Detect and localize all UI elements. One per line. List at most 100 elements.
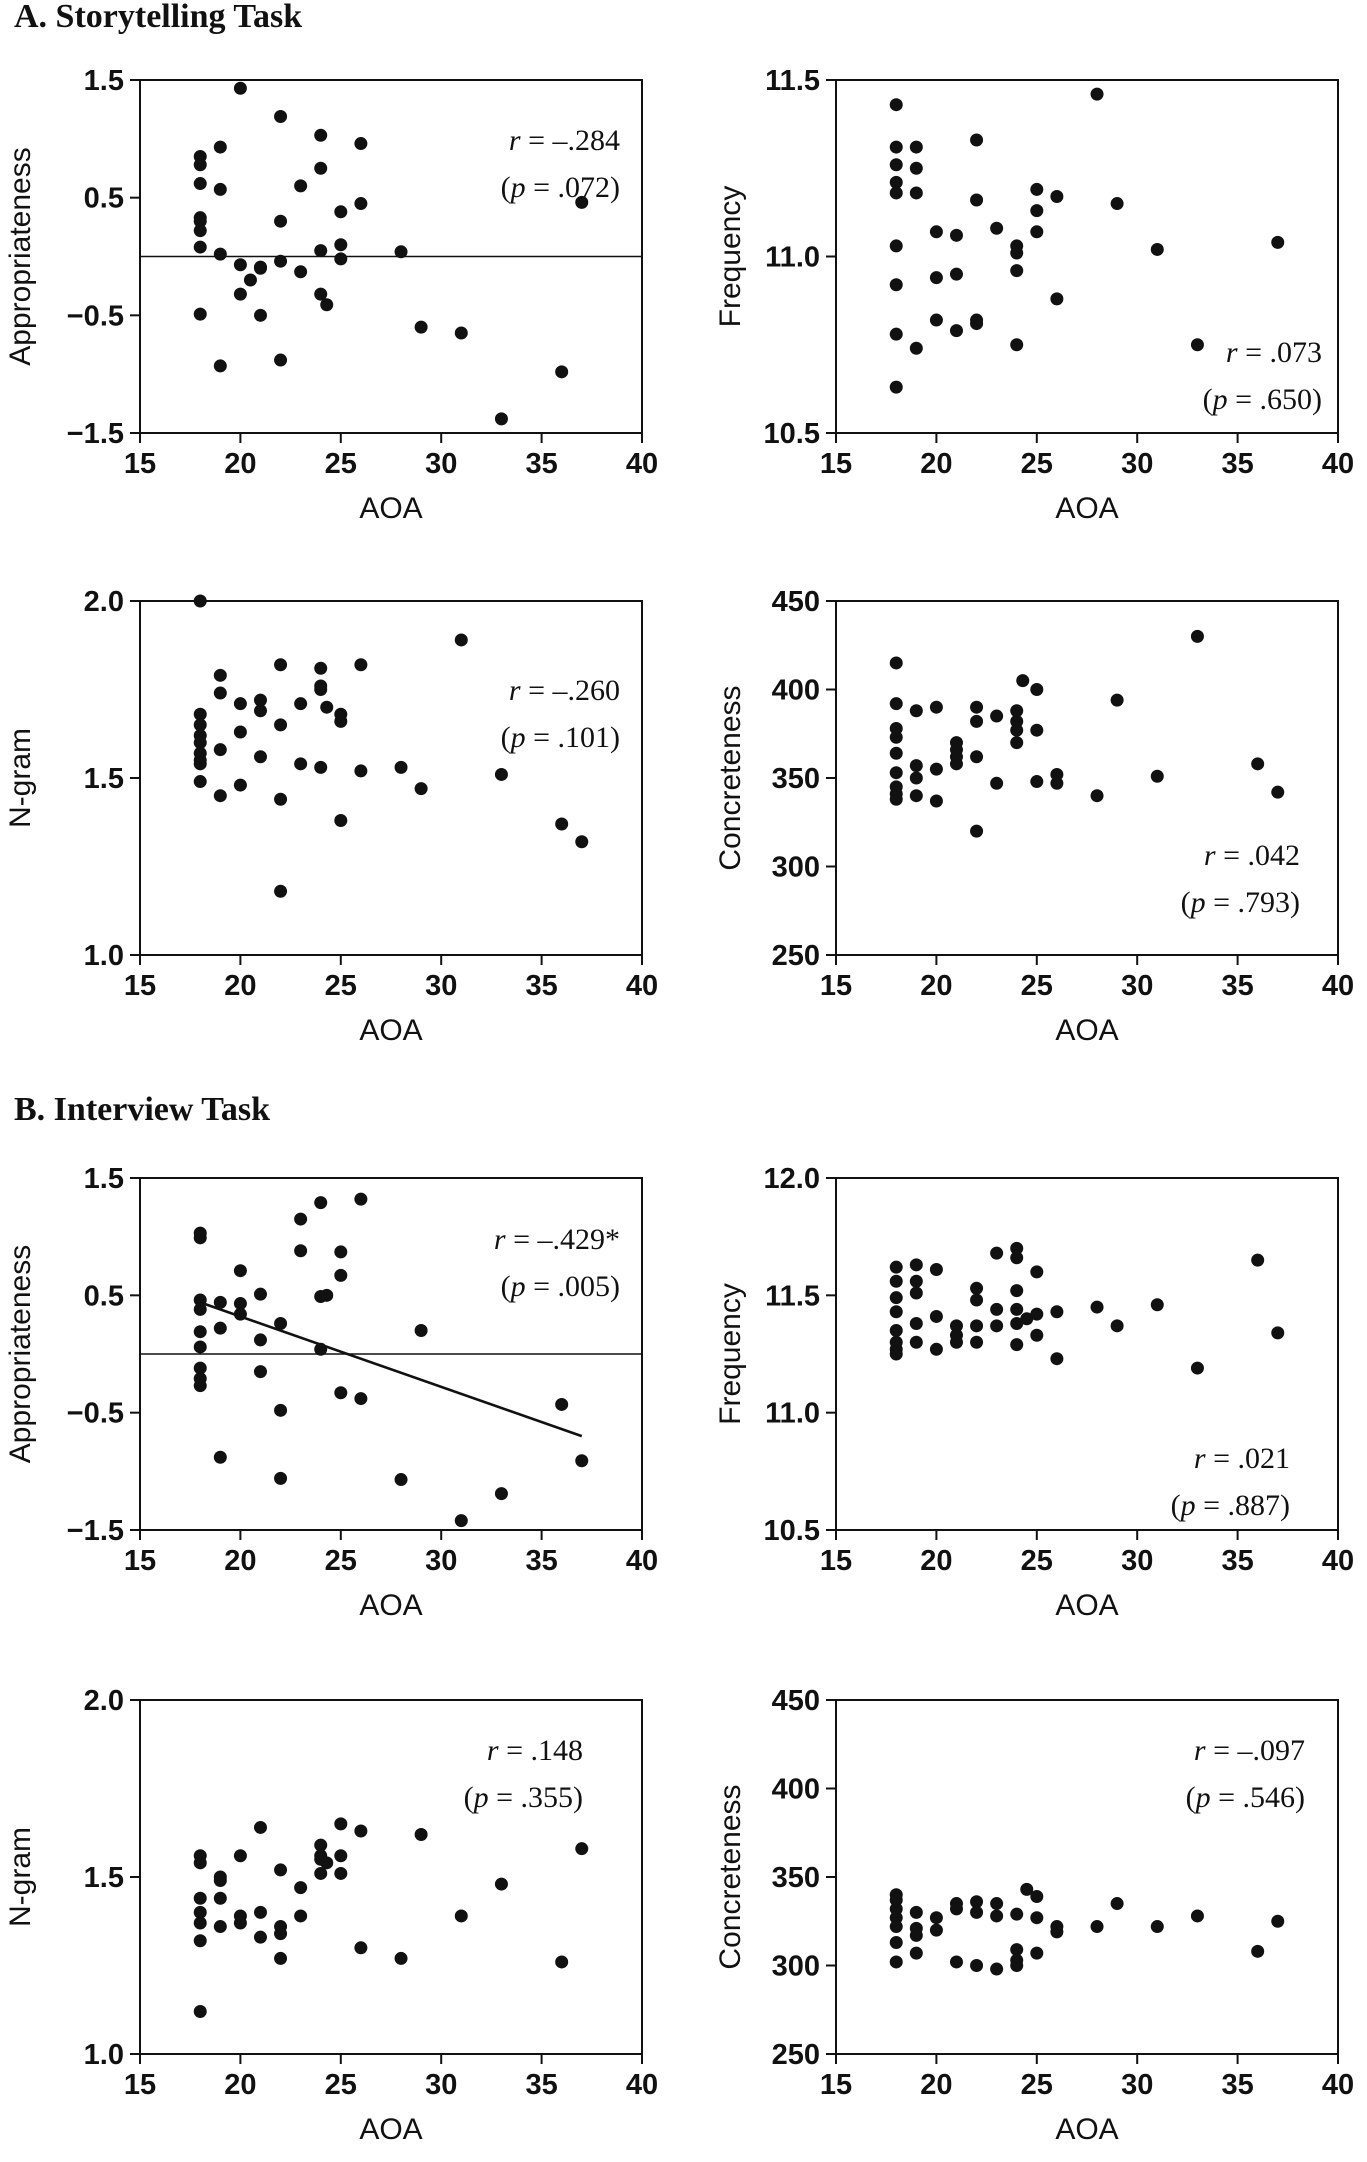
correlation-r: r = –.260 (509, 674, 620, 707)
data-point (454, 1514, 468, 1528)
data-point (1150, 1298, 1164, 1312)
data-point (1010, 1251, 1024, 1265)
y-tick-label: 350 (772, 1862, 820, 1894)
data-point (929, 762, 943, 776)
data-point (294, 1212, 308, 1226)
data-point (334, 252, 348, 266)
data-point (314, 287, 328, 301)
data-point (889, 766, 903, 780)
data-point (1030, 182, 1044, 196)
data-point (929, 1342, 943, 1356)
data-point (274, 109, 288, 123)
data-point (889, 1347, 903, 1361)
data-point (213, 668, 227, 682)
data-point (990, 1319, 1004, 1333)
data-point (949, 1897, 963, 1911)
data-point (414, 1324, 428, 1338)
data-point (274, 254, 288, 268)
y-tick-label: 11.5 (765, 1280, 820, 1312)
y-tick-label: 250 (772, 2039, 820, 2071)
data-point (1190, 1909, 1204, 1923)
x-tick-label: 30 (1121, 2069, 1153, 2101)
y-tick-label: 1.0 (84, 940, 124, 972)
data-point (294, 265, 308, 279)
data-point (314, 683, 328, 696)
data-point (909, 1946, 923, 1960)
data-point (889, 792, 903, 806)
data-point (909, 1905, 923, 1919)
data-point (253, 693, 267, 707)
x-tick-label: 20 (920, 970, 952, 1002)
y-axis-title: Frequency (714, 186, 747, 328)
data-point (274, 1863, 288, 1877)
data-point (1050, 1925, 1064, 1939)
x-tick-label: 25 (325, 970, 357, 1002)
data-point (1010, 338, 1024, 352)
data-point (1010, 723, 1024, 737)
data-point (1050, 776, 1064, 790)
x-tick-label: 40 (1322, 448, 1354, 480)
data-point (575, 835, 589, 849)
correlation-p: (p = .101) (501, 721, 620, 754)
data-point (193, 736, 207, 750)
data-point (889, 327, 903, 341)
data-point (909, 789, 923, 803)
y-tick-label: 450 (772, 1685, 820, 1717)
data-point (1190, 338, 1204, 352)
data-point (314, 1196, 328, 1210)
y-tick-label: 12.0 (764, 1163, 820, 1195)
data-point (193, 240, 207, 254)
x-tick-label: 30 (1121, 1545, 1153, 1577)
data-point (1010, 736, 1024, 750)
data-point (454, 326, 468, 340)
data-point (253, 1930, 267, 1944)
section-title-storytelling: A. Storytelling Task (14, 0, 303, 35)
correlation-p: (p = .072) (501, 171, 620, 204)
data-point (909, 771, 923, 785)
x-tick-label: 30 (1121, 970, 1153, 1002)
x-tick-label: 25 (1021, 1545, 1053, 1577)
data-point (555, 1955, 569, 1969)
data-point (889, 730, 903, 744)
y-tick-label: 10.5 (764, 418, 820, 450)
data-point (354, 658, 368, 672)
data-point (253, 1333, 267, 1347)
data-point (213, 686, 227, 700)
y-axis-title: N-gram (4, 728, 37, 828)
x-tick-label: 35 (1221, 1545, 1253, 1577)
data-point (889, 1260, 903, 1274)
data-point (889, 1955, 903, 1969)
x-tick-label: 40 (1322, 1545, 1354, 1577)
data-point (949, 1335, 963, 1349)
y-tick-label: −1.5 (67, 1515, 124, 1547)
plot-frame (835, 1177, 1339, 1531)
data-point (1090, 789, 1104, 803)
data-point (1030, 683, 1044, 696)
correlation-p: (p = .887) (1171, 1489, 1290, 1522)
data-point (909, 1335, 923, 1349)
data-point (909, 1274, 923, 1288)
data-point (1110, 693, 1124, 707)
data-point (193, 1856, 207, 1870)
data-point (233, 697, 247, 711)
data-point (1010, 1302, 1024, 1316)
y-tick-label: −0.5 (67, 1398, 124, 1430)
x-tick-label: 25 (325, 1545, 357, 1577)
regression-line (199, 1301, 583, 1438)
x-tick-label: 15 (124, 2069, 156, 2101)
x-axis-title: AOA (359, 492, 422, 525)
data-point (274, 1471, 288, 1485)
data-point (314, 1342, 328, 1356)
x-tick-label: 30 (425, 1545, 457, 1577)
data-point (909, 140, 923, 154)
data-point (320, 1856, 334, 1870)
data-point (354, 1824, 368, 1838)
data-point (970, 1905, 984, 1919)
y-tick-label: 450 (772, 586, 820, 618)
data-point (889, 1920, 903, 1934)
data-point (1050, 1352, 1064, 1366)
plot-frame (835, 79, 1339, 434)
data-point (1010, 246, 1024, 260)
correlation-r: r = .021 (1194, 1442, 1290, 1475)
data-point (1251, 1253, 1265, 1267)
